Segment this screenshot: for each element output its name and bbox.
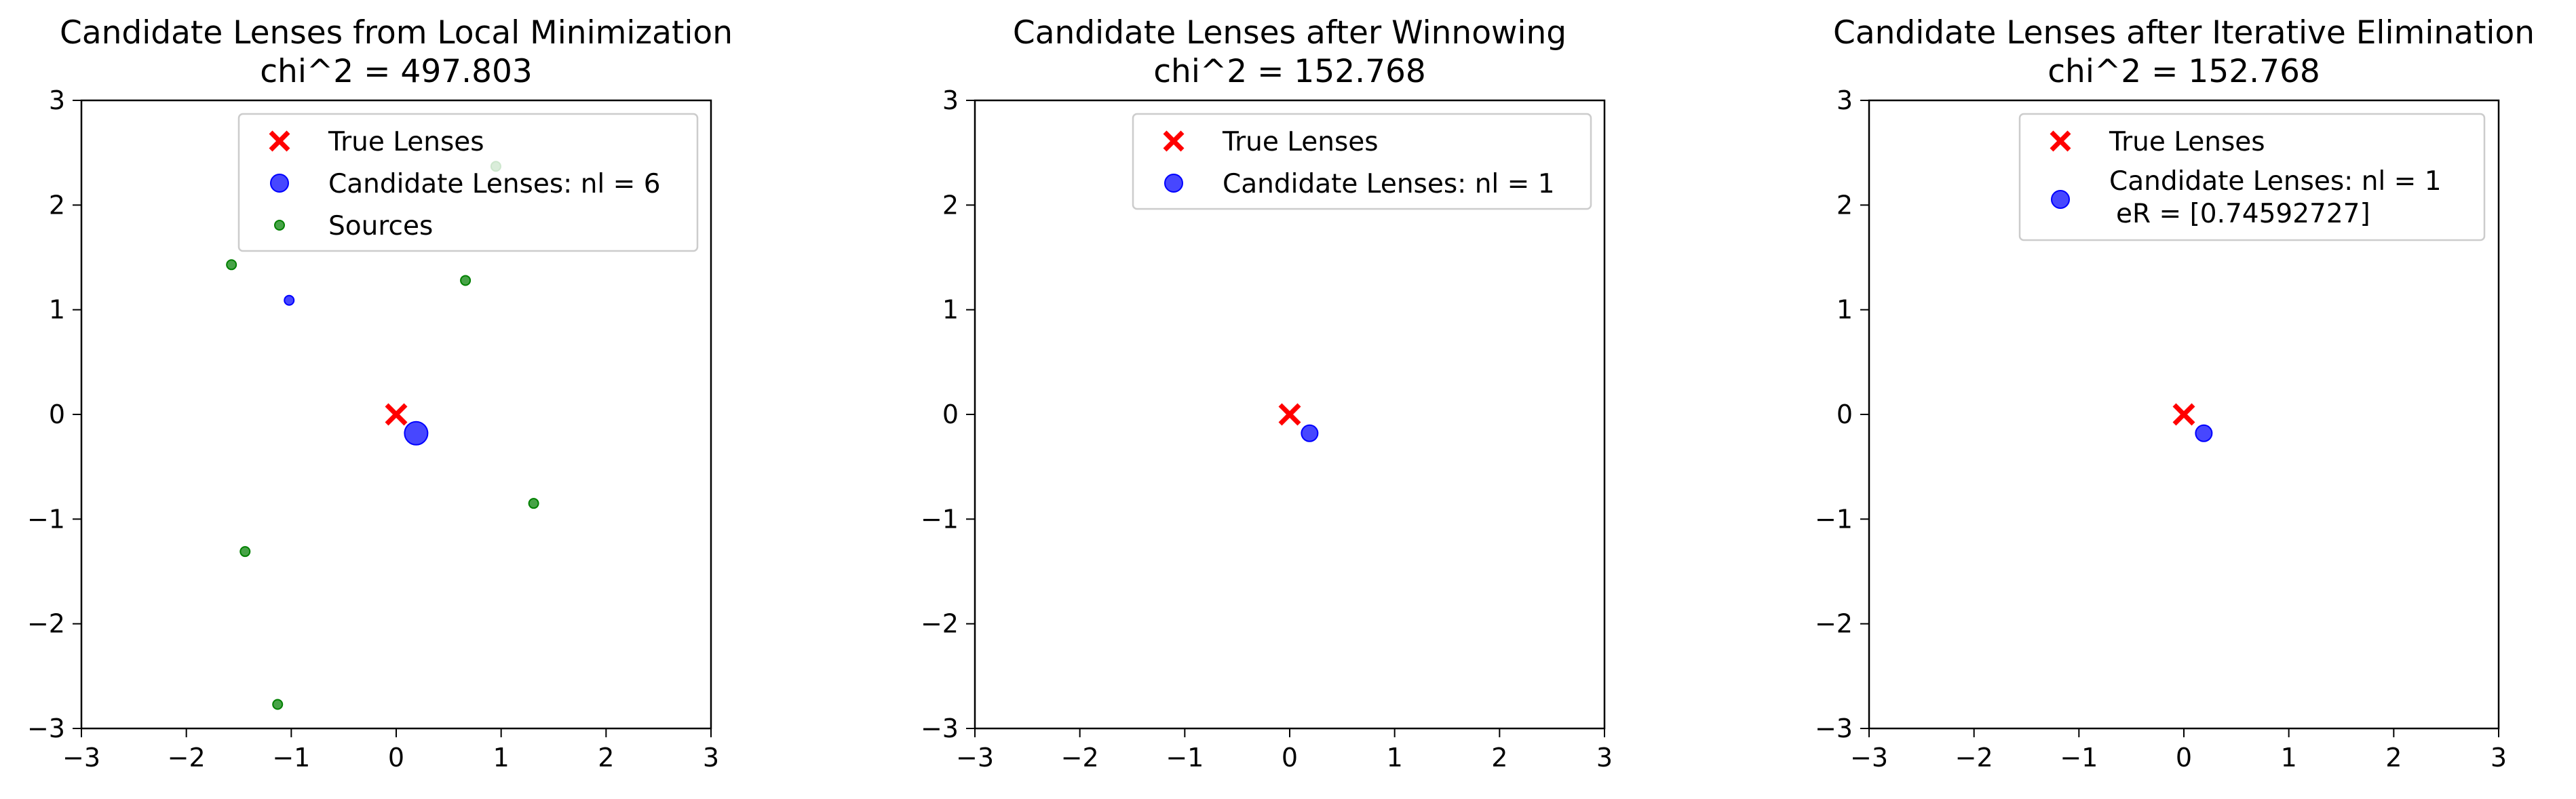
- x-tick-label: −3: [956, 743, 994, 773]
- y-tick-label: 1: [49, 295, 65, 325]
- legend-frame: [1132, 113, 1592, 210]
- y-tick-label: 0: [942, 400, 959, 429]
- legend-label: Candidate Lenses: nl = 1: [1223, 169, 1555, 199]
- chart-subtitle: chi^2 = 152.768: [2048, 53, 2320, 90]
- candidate-lens-point: [1301, 424, 1319, 442]
- candidate-lens-point: [2195, 424, 2213, 442]
- axes-frame: [1868, 99, 2500, 730]
- x-tick-label: −2: [1955, 743, 1993, 773]
- x-tick-label: −3: [62, 743, 100, 773]
- legend-label: True Lenses: [1222, 127, 1379, 157]
- x-tick-label: 0: [388, 743, 404, 773]
- chart-subtitle: chi^2 = 152.768: [1153, 53, 1426, 90]
- source-point: [460, 275, 472, 286]
- true-lens-marker: [385, 403, 408, 426]
- y-tick-label: −2: [1815, 609, 1853, 639]
- legend-label: Sources: [328, 211, 433, 241]
- axes-frame: [974, 99, 1606, 730]
- y-tick-label: 2: [942, 190, 959, 220]
- legend-frame: [2018, 113, 2486, 241]
- axes-frame: [80, 99, 712, 730]
- chart-panel-3: Candidate Lenses after Iterative Elimina…: [1815, 14, 2535, 773]
- chart-title: Candidate Lenses after Winnowing: [1013, 14, 1566, 52]
- legend-label: True Lenses: [328, 127, 484, 157]
- x-tick-label: −2: [168, 743, 206, 773]
- y-tick-label: 1: [942, 295, 959, 325]
- candidate-lens-point: [284, 294, 295, 306]
- x-tick-label: −3: [1850, 743, 1888, 773]
- source-point: [226, 259, 237, 271]
- legend: True Lenses Candidate Lenses: nl = 6 Sourc…: [237, 113, 699, 252]
- y-tick-label: 0: [49, 400, 65, 429]
- legend-marker-candidate-lenses: [2051, 190, 2070, 209]
- y-tick-label: 1: [1837, 295, 1853, 325]
- x-tick-label: 3: [703, 743, 719, 773]
- y-tick-label: 2: [49, 190, 65, 220]
- x-tick-label: 2: [2385, 743, 2402, 773]
- legend-marker-true-lenses: [269, 130, 290, 152]
- legend-label: True Lenses: [2109, 127, 2265, 157]
- y-tick-label: 3: [49, 85, 65, 115]
- x-tick-label: 1: [493, 743, 510, 773]
- y-tick-label: 3: [1837, 85, 1853, 115]
- source-point: [272, 699, 284, 710]
- x-tick-label: 3: [2491, 743, 2507, 773]
- legend: True Lenses Candidate Lenses: nl = 1eR = …: [2018, 113, 2486, 241]
- legend-label-line2: eR = [0.74592727]: [2116, 199, 2370, 229]
- candidate-lens-point: [404, 421, 429, 446]
- x-tick-label: 2: [598, 743, 614, 773]
- source-point: [528, 498, 539, 509]
- y-tick-label: −1: [921, 504, 959, 534]
- x-tick-label: 2: [1491, 743, 1507, 773]
- x-tick-label: −1: [272, 743, 310, 773]
- y-tick-label: −2: [27, 609, 65, 639]
- legend-frame: [237, 113, 699, 252]
- y-tick-label: −3: [921, 714, 959, 743]
- chart-panel-1: Candidate Lenses from Local Minimization…: [27, 14, 733, 773]
- x-tick-label: −1: [2060, 743, 2098, 773]
- legend-marker-true-lenses: [2050, 130, 2071, 152]
- legend-marker-candidate-lenses: [270, 174, 289, 193]
- y-tick-label: 0: [1837, 400, 1853, 429]
- y-tick-label: 3: [942, 85, 959, 115]
- chart-subtitle: chi^2 = 497.803: [260, 53, 533, 90]
- x-tick-label: 1: [2281, 743, 2297, 773]
- x-tick-label: −2: [1061, 743, 1099, 773]
- x-tick-label: 1: [1387, 743, 1403, 773]
- x-tick-label: 0: [2176, 743, 2192, 773]
- y-tick-label: −2: [921, 609, 959, 639]
- y-tick-label: 2: [1837, 190, 1853, 220]
- x-tick-label: 3: [1596, 743, 1613, 773]
- legend-marker-candidate-lenses: [1164, 174, 1183, 193]
- legend-label: Candidate Lenses: nl = 6: [328, 169, 661, 199]
- chart-title: Candidate Lenses from Local Minimization: [60, 14, 733, 52]
- true-lens-marker: [1278, 403, 1301, 426]
- y-tick-label: −3: [27, 714, 65, 743]
- source-point: [239, 546, 251, 558]
- legend-label: Candidate Lenses: nl = 1: [2109, 166, 2442, 197]
- x-tick-label: 0: [1282, 743, 1298, 773]
- y-tick-label: −1: [27, 504, 65, 534]
- legend: True Lenses Candidate Lenses: nl = 1: [1132, 113, 1592, 210]
- legend-marker-true-lenses: [1163, 130, 1185, 152]
- chart-title: Candidate Lenses after Iterative Elimina…: [1833, 14, 2535, 52]
- y-tick-label: −3: [1815, 714, 1853, 743]
- legend-marker-sources: [274, 220, 285, 231]
- true-lens-marker: [2172, 403, 2195, 426]
- y-tick-label: −1: [1815, 504, 1853, 534]
- x-tick-label: −1: [1166, 743, 1204, 773]
